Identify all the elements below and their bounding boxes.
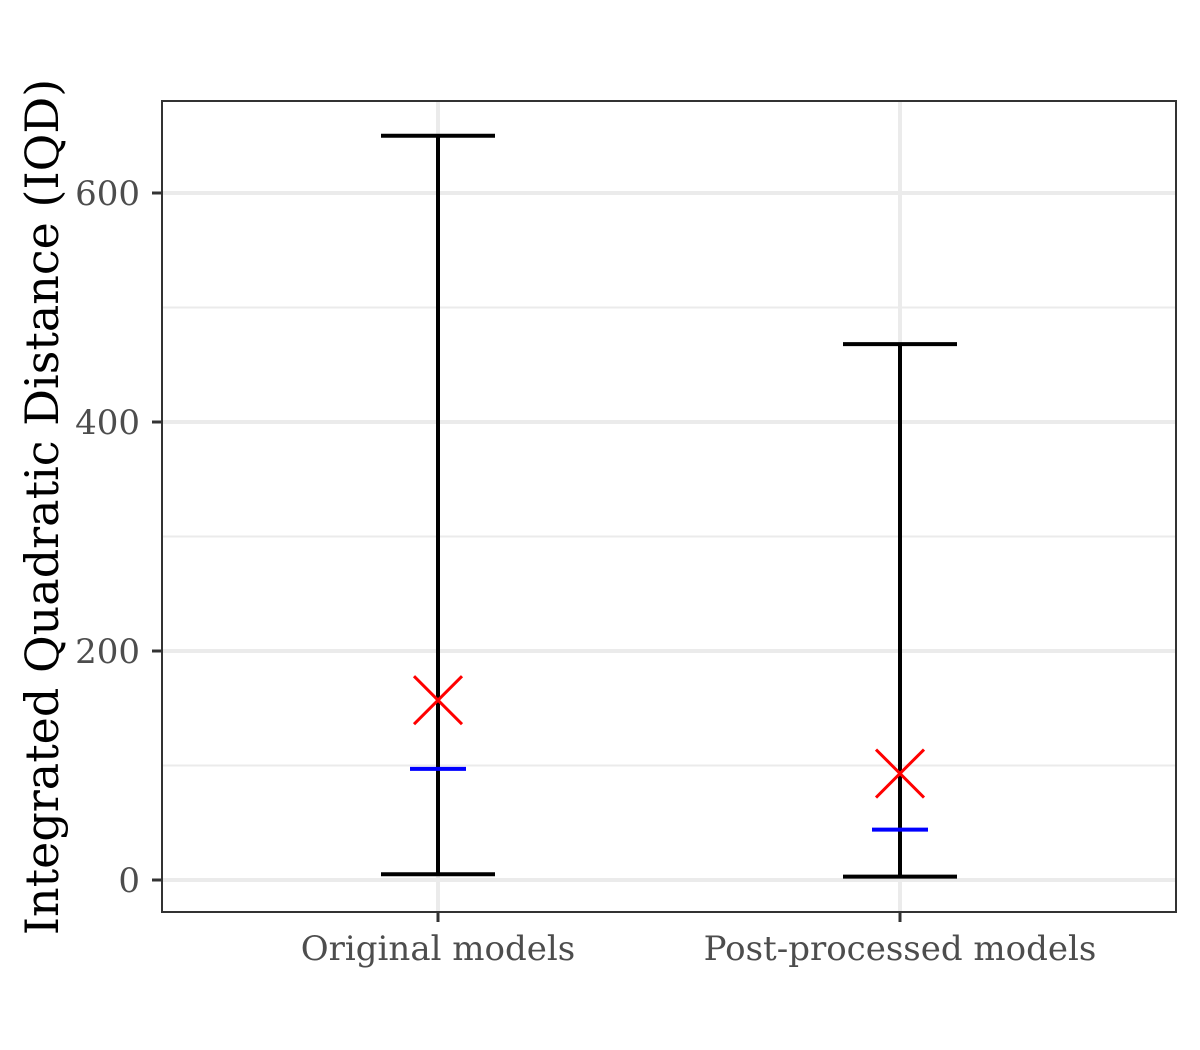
x-tick-label: Original models (301, 929, 575, 969)
grid-lines (162, 101, 1176, 912)
mean-mark-stroke (412, 675, 464, 726)
y-tick-label: 400 (75, 403, 140, 443)
data-marks (381, 133, 957, 879)
mean-mark (874, 748, 926, 799)
category-group (381, 133, 495, 877)
panel-border (161, 100, 1177, 913)
y-axis-title: Integrated Quadratic Distance (IQD) (15, 79, 69, 935)
y-tick-label: 0 (118, 861, 140, 901)
mean-mark-stroke (874, 748, 926, 799)
mean-mark (412, 675, 464, 726)
y-tick-label: 200 (75, 632, 140, 672)
category-group (843, 342, 957, 879)
y-tick-label: 600 (75, 174, 140, 214)
x-tick-label: Post-processed models (704, 929, 1097, 969)
axes: 0 200 400 600 Original models Post-processed … (75, 174, 1096, 969)
